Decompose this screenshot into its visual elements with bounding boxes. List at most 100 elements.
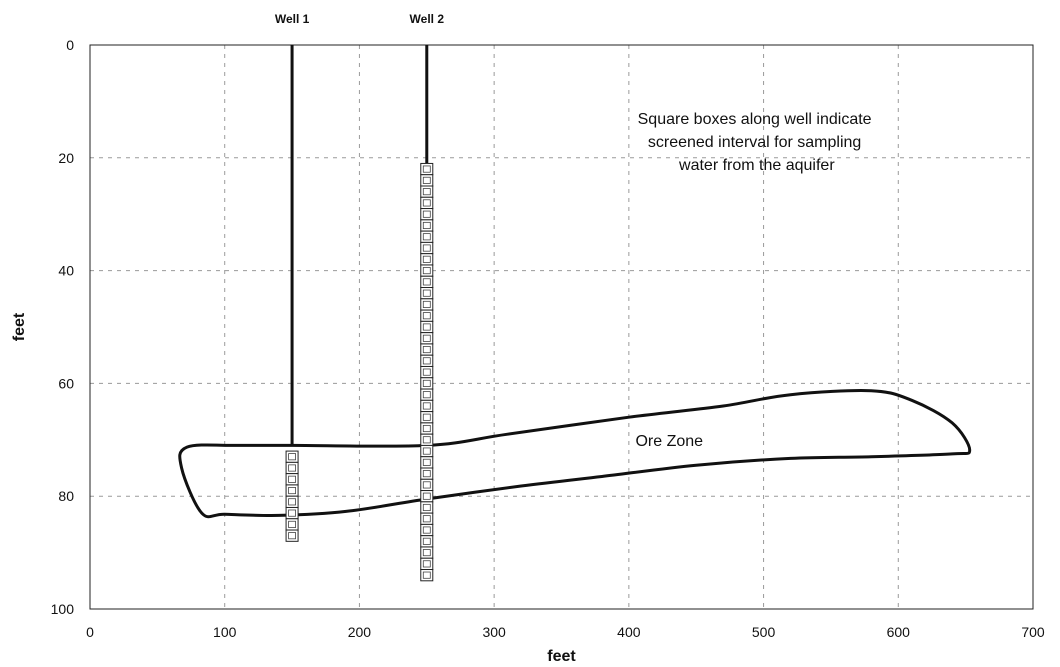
screen-box-inner (422, 244, 431, 252)
y-axis-title: feet (11, 312, 28, 341)
screen-box-inner (422, 278, 431, 286)
y-tick-label: 0 (66, 37, 74, 53)
screen-box-inner (422, 447, 431, 455)
screen-box (420, 264, 434, 277)
screen-box-inner (422, 312, 431, 320)
screen-box-inner (422, 221, 431, 230)
screen-box (420, 444, 434, 458)
screen-box (420, 456, 434, 469)
wells-layer: Well 1 Well 2 (275, 12, 445, 582)
screen-box-inner (422, 436, 431, 444)
screen-box-inner (422, 379, 431, 387)
screen-box-inner (422, 357, 431, 365)
screen-box-inner (422, 334, 431, 342)
x-axis-title: feet (547, 648, 576, 665)
screen-box-inner (422, 515, 431, 523)
well-label: Well 2 (410, 12, 445, 26)
screen-box-inner (422, 492, 431, 500)
screen-box (420, 546, 434, 559)
screen-box (420, 343, 434, 356)
screen-box (420, 388, 434, 401)
screen-box (420, 569, 434, 582)
screen-box-inner (422, 300, 431, 308)
screen-box-inner (422, 424, 431, 433)
screen-box-inner (422, 481, 431, 489)
screen-box (420, 309, 434, 322)
screen-box (420, 365, 434, 379)
screen-box (420, 354, 434, 367)
screen-box (420, 253, 434, 266)
screen-box (420, 399, 434, 413)
screen-box (420, 332, 434, 345)
x-tick-label: 0 (86, 624, 94, 640)
screen-box (420, 377, 434, 390)
well-label: Well 1 (275, 12, 310, 26)
screen-box-inner (422, 391, 431, 399)
screen-box (420, 320, 434, 334)
screen-box-inner (422, 233, 431, 241)
screen-box-inner (288, 464, 296, 472)
screen-box (420, 174, 434, 187)
screen-box (420, 411, 434, 424)
axis-ticks: 0 100 200 300 400 500 600 700 0 20 40 60 80 100 (51, 37, 1045, 640)
grid-lines (90, 45, 1033, 609)
screen-box (285, 529, 299, 542)
screen-box (420, 535, 434, 548)
screen-box (285, 473, 299, 486)
screen-box-inner (422, 176, 431, 184)
screen-box-inner (422, 289, 431, 297)
screen-box-inner (422, 402, 431, 410)
screen-box (420, 219, 434, 232)
screen-box-inner (422, 571, 431, 579)
screen-box-inner (422, 470, 431, 478)
annotation-line: water from the aquifer (678, 157, 835, 174)
screen-box-inner (288, 498, 296, 506)
plot-area (89, 44, 1034, 610)
screen-box (420, 230, 434, 243)
screen-box-inner (422, 458, 431, 466)
screen-box (420, 275, 434, 289)
screen-box-inner (422, 560, 431, 568)
screen-box-inner (422, 346, 431, 354)
annotation-line: Square boxes along well indicate (638, 111, 872, 128)
ore-zone-outline (178, 389, 972, 519)
screen-box (285, 495, 299, 508)
x-tick-label: 100 (213, 624, 237, 640)
screen-box (285, 450, 299, 463)
screen-box (420, 557, 434, 571)
screen-box (420, 287, 434, 300)
screen-box-inner (422, 165, 431, 173)
screen-box (420, 478, 434, 492)
x-tick-label: 600 (887, 624, 911, 640)
x-tick-label: 200 (348, 624, 372, 640)
screen-box (420, 433, 434, 446)
screen-box-inner (422, 255, 431, 263)
screen-box-inner (422, 210, 431, 218)
screen-box-inner (422, 503, 431, 512)
screen-box (420, 185, 434, 198)
x-tick-label: 500 (752, 624, 776, 640)
screen-box-inner (288, 532, 296, 540)
screen-box-inner (422, 199, 431, 207)
screen-box (285, 484, 299, 497)
screen-box (285, 461, 299, 475)
screen-box-inner (288, 487, 296, 495)
screen-box-inner (422, 188, 431, 196)
screen-box-inner (422, 526, 431, 534)
screen-box-inner (422, 549, 431, 557)
screen-box (420, 422, 434, 435)
x-tick-label: 400 (617, 624, 641, 640)
screen-box (420, 490, 434, 503)
screen-box-inner (288, 520, 296, 528)
screen-box (420, 523, 434, 537)
screen-box-inner (422, 368, 431, 376)
y-tick-label: 40 (58, 263, 74, 279)
screen-box-inner (422, 413, 431, 421)
y-tick-label: 60 (58, 375, 74, 391)
y-tick-label: 100 (51, 601, 75, 617)
y-tick-label: 20 (58, 150, 74, 166)
screen-box (420, 196, 434, 210)
screen-box (420, 467, 434, 480)
screen-box (420, 501, 434, 514)
